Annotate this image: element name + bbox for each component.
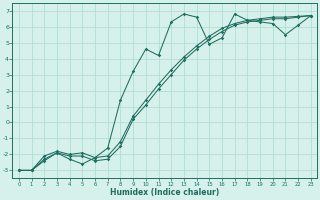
X-axis label: Humidex (Indice chaleur): Humidex (Indice chaleur) xyxy=(110,188,220,197)
